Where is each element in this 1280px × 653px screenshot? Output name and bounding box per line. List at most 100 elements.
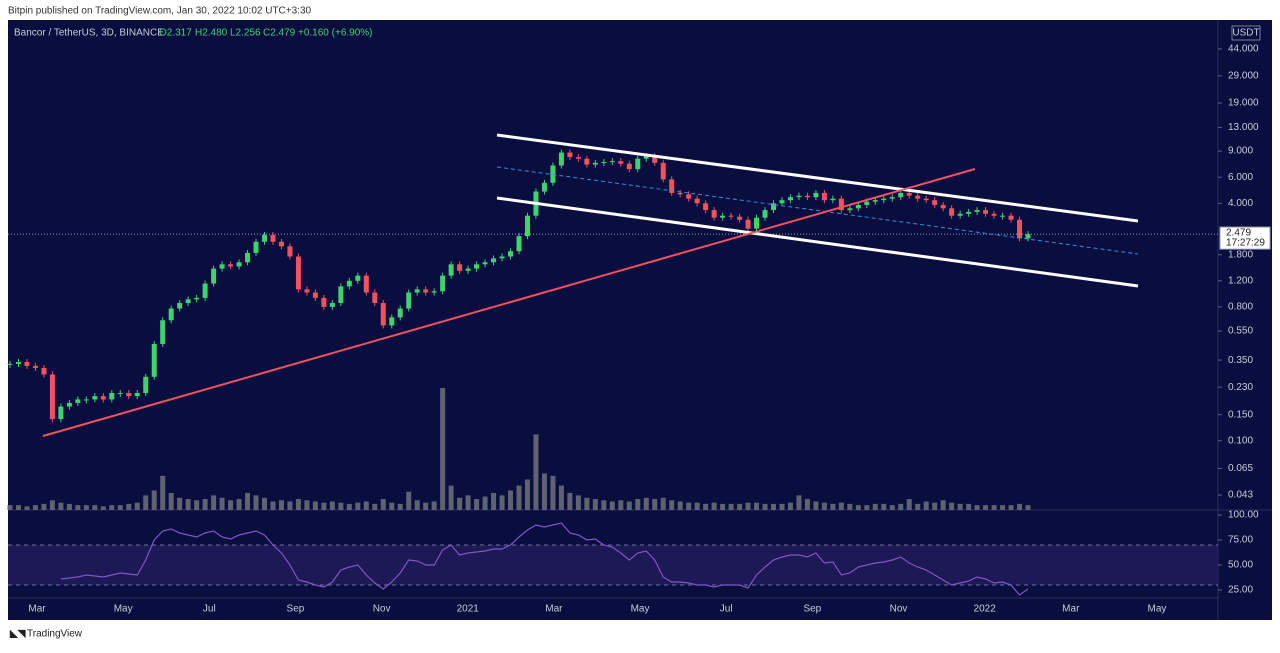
candle-body: [541, 182, 547, 192]
y-tick-label: 9.000: [1228, 146, 1253, 157]
x-tick-label: Mar: [545, 604, 563, 615]
logo-text: TradingView: [27, 629, 83, 640]
candle-body: [915, 195, 921, 199]
countdown: 17:27:29: [1226, 238, 1265, 249]
volume-bar: [966, 503, 972, 510]
volume-bar: [694, 502, 700, 510]
candle-body: [160, 320, 166, 344]
volume-bar: [406, 491, 412, 510]
volume-bar: [974, 505, 980, 510]
volume-bar: [915, 503, 921, 510]
volume-bar: [236, 499, 242, 510]
volume-bar: [957, 503, 963, 510]
y-tick-label: 29.000: [1228, 70, 1259, 81]
volume-bar: [720, 503, 726, 510]
candle-body: [423, 289, 429, 293]
ohlc-change: +0.160 (+6.90%): [298, 28, 373, 39]
volume-bar: [304, 500, 310, 510]
candle-body: [32, 365, 38, 368]
channel-upper: [496, 133, 1139, 223]
x-tick-label: Nov: [890, 604, 908, 615]
candle-body: [592, 162, 598, 165]
volume-bar: [864, 505, 870, 510]
ohlc-close: C2.479: [263, 28, 296, 39]
volume-bar: [397, 503, 403, 510]
volume-bar: [923, 501, 929, 510]
volume-bar: [601, 500, 607, 510]
rsi-tick-label: 100.00: [1228, 510, 1259, 521]
volume-bar: [372, 503, 378, 510]
unit-label: USDT: [1232, 28, 1259, 39]
y-tick-label: 0.800: [1228, 302, 1253, 313]
candle-body: [983, 210, 989, 214]
ohlc-open: O2.317: [159, 28, 192, 39]
volume-bar: [932, 502, 938, 510]
candle-body: [660, 162, 666, 180]
candle-body: [58, 406, 64, 420]
volume-bar: [321, 502, 327, 510]
volume-bar: [575, 495, 581, 510]
rsi-line: [60, 522, 1029, 596]
candle-body: [1025, 234, 1031, 239]
channel-lower: [496, 196, 1139, 288]
channel-mid: [496, 166, 1139, 255]
candle-body: [474, 264, 480, 269]
candle-body: [491, 258, 497, 263]
volume-bar: [457, 497, 463, 510]
x-tick-label: May: [114, 604, 133, 615]
rsi-tick-label: 50.00: [1228, 560, 1253, 571]
candle-body: [134, 392, 140, 397]
volume-bar: [838, 502, 844, 510]
candle-body: [355, 275, 361, 281]
volume-bar: [219, 497, 225, 510]
candle-body: [372, 292, 378, 303]
volume-bar: [737, 503, 743, 510]
candle-body: [711, 210, 717, 218]
volume-bar: [465, 495, 471, 510]
candle-body: [397, 308, 403, 318]
candle-body: [677, 192, 683, 195]
volume-bar: [338, 502, 344, 510]
volume-bar: [58, 502, 64, 510]
candle-body: [524, 215, 530, 237]
y-tick-label: 6.000: [1228, 172, 1253, 183]
volume-bar: [482, 496, 488, 510]
candle-body: [889, 197, 895, 199]
candle-body: [202, 283, 208, 298]
candle-body: [287, 246, 293, 257]
candle-body: [338, 286, 344, 303]
candle-body: [304, 289, 310, 293]
candle-body: [1017, 219, 1023, 239]
last-price-label: 2.479: [1226, 228, 1251, 239]
volume-bar: [414, 500, 420, 510]
candle-body: [143, 376, 149, 393]
volume-bar: [762, 503, 768, 510]
volume-bar: [109, 505, 115, 510]
candle-body: [855, 204, 861, 209]
y-tick-label: 13.000: [1228, 122, 1259, 133]
candle-body: [898, 192, 904, 198]
chart-bg: [8, 20, 1272, 620]
symbol-title: Bancor / TetherUS, 3D, BINANCE: [14, 28, 164, 39]
volume-bar: [83, 505, 89, 510]
y-tick-label: 0.100: [1228, 435, 1253, 446]
volume-bar: [592, 499, 598, 510]
volume-bar: [134, 502, 140, 510]
y-tick-label: 4.000: [1228, 198, 1253, 209]
y-tick-label: 0.150: [1228, 409, 1253, 420]
y-tick-label: 0.350: [1228, 355, 1253, 366]
candle-body: [448, 264, 454, 276]
x-tick-label: May: [1147, 604, 1166, 615]
candle-body: [253, 241, 259, 253]
volume-bar: [49, 500, 55, 510]
volume-bar: [813, 501, 819, 510]
candle-body: [92, 396, 98, 400]
volume-bar: [550, 475, 556, 510]
candle-body: [406, 292, 412, 309]
volume-bar: [245, 492, 251, 510]
volume-bar: [677, 501, 683, 510]
volume-bar: [949, 502, 955, 510]
y-tick-label: 44.000: [1228, 44, 1259, 55]
volume-bar: [491, 492, 497, 510]
candle-body: [75, 399, 81, 403]
